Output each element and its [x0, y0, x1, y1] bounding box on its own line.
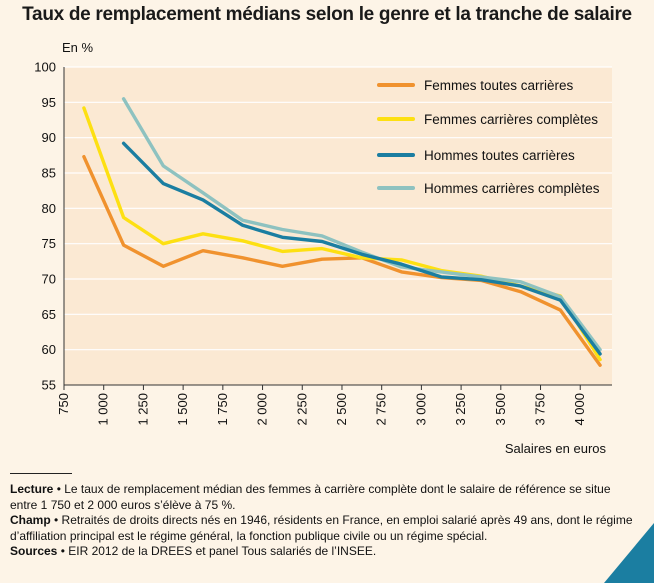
notes: Lecture • Le taux de remplacement médian… — [10, 482, 635, 560]
series-line-2 — [121, 141, 602, 356]
y-tick-label: 70 — [42, 272, 56, 287]
series-lines — [82, 97, 602, 367]
lecture-note: Lecture • Le taux de remplacement médian… — [10, 482, 635, 513]
sources-note: Sources • EIR 2012 de la DREES et panel … — [10, 544, 635, 560]
champ-label: Champ — [10, 513, 51, 527]
legend-label: Femmes toutes carrières — [424, 78, 574, 93]
y-tick-label: 85 — [42, 166, 56, 181]
y-tick-label: 100 — [34, 60, 56, 75]
x-tick-label: 1 250 — [135, 393, 150, 426]
legend-label: Femmes carrières complètes — [424, 112, 598, 127]
y-tick-label: 60 — [42, 342, 56, 357]
x-tick-label: 4 000 — [572, 393, 587, 426]
y-tick-label: 80 — [42, 201, 56, 216]
y-tick-label: 75 — [42, 236, 56, 251]
x-tick-label: 1 750 — [215, 393, 230, 426]
champ-text: • Retraités de droits directs nés en 194… — [10, 513, 633, 543]
plot-area — [64, 67, 612, 385]
x-tick-label: 2 750 — [374, 393, 389, 426]
notes-divider — [10, 473, 72, 474]
series-line-0 — [82, 154, 602, 367]
corner-accent — [604, 523, 654, 583]
x-tick-label: 3 250 — [453, 393, 468, 426]
axes: 55 60 65 70 75 80 85 90 95 100 750 1 000 1 250 1 500 1… — [34, 60, 612, 426]
legend: Femmes toutes carrières Femmes carrières … — [377, 78, 600, 196]
lecture-text: • Le taux de remplacement médian des fem… — [10, 482, 611, 512]
y-tick-label: 90 — [42, 130, 56, 145]
sources-label: Sources — [10, 544, 58, 558]
x-tick-label: 2 000 — [255, 393, 270, 426]
y-tick-label: 55 — [42, 378, 56, 393]
x-tick-label: 2 500 — [334, 393, 349, 426]
gridlines — [64, 66, 612, 385]
x-tick-label: 750 — [56, 393, 71, 415]
series-line-3 — [121, 97, 602, 352]
y-axis-label: En % — [62, 40, 94, 55]
champ-note: Champ • Retraités de droits directs nés … — [10, 513, 635, 544]
line-chart: 55 60 65 70 75 80 85 90 95 100 750 1 000 1 250 1 500 1… — [34, 40, 612, 456]
legend-label: Hommes carrières complètes — [424, 181, 600, 196]
chart-title: Taux de remplacement médians selon le ge… — [22, 4, 632, 25]
x-axis-label: Salaires en euros — [505, 441, 607, 456]
y-tick-label: 65 — [42, 307, 56, 322]
lecture-label: Lecture — [10, 482, 54, 496]
x-tick-label: 3 750 — [533, 393, 548, 426]
legend-label: Hommes toutes carrières — [424, 148, 575, 163]
x-tick-label: 1 500 — [175, 393, 190, 426]
x-tick-label: 3 000 — [413, 393, 428, 426]
x-tick-label: 1 000 — [96, 393, 111, 426]
x-tick-label: 2 250 — [294, 393, 309, 426]
x-tick-label: 3 500 — [493, 393, 508, 426]
y-tick-label: 95 — [42, 95, 56, 110]
sources-text: • EIR 2012 de la DREES et panel Tous sal… — [57, 544, 377, 558]
